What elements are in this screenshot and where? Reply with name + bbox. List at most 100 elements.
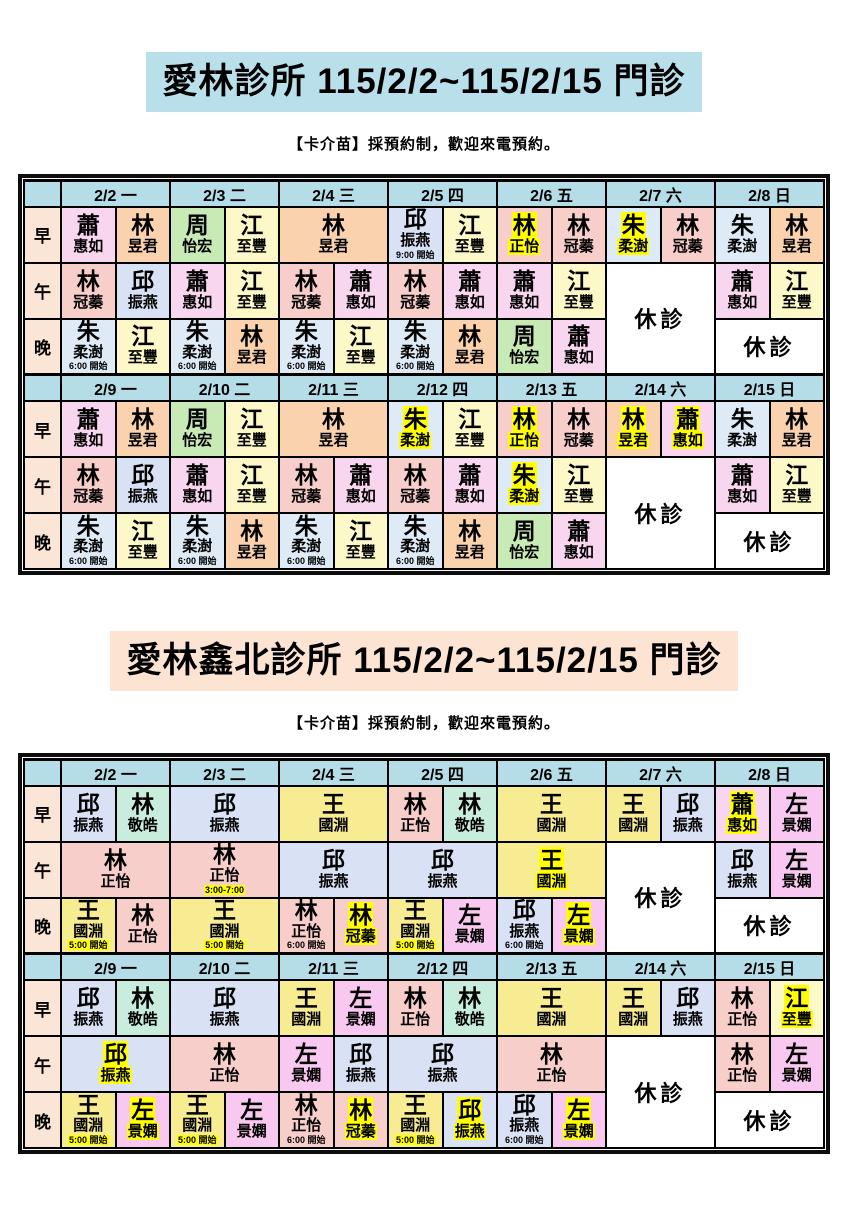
doctor-given-name: 敬皓 xyxy=(454,816,485,834)
time-slot-row: 晚王國淵 5:00 開始林正怡王國淵 5:00 開始林正怡 6:00 開始林冠蓁王國淵… xyxy=(23,896,825,955)
doctor-surname: 朱 xyxy=(730,406,754,433)
doctor-surname-line: 江 xyxy=(444,213,495,238)
time-note-line: 6:00 開始 xyxy=(499,1135,550,1146)
time-note-line: 6:00 開始 xyxy=(172,361,223,372)
doctor-surname: 邱 xyxy=(213,985,236,1012)
doctor-given-name-line: 柔澍 xyxy=(281,538,332,556)
doctor-given-name: 景嫻 xyxy=(781,872,812,890)
doctor-surname: 蕭 xyxy=(76,211,100,238)
doctor-given-name: 至豐 xyxy=(127,349,158,367)
doctor-cell: 林昱君 xyxy=(441,512,498,570)
doctor-cell: 江至豐 xyxy=(768,261,825,320)
doctor-surname: 蕭 xyxy=(567,518,591,545)
doctor-surname: 王 xyxy=(213,897,236,923)
doctor-surname-line: 江 xyxy=(226,463,277,488)
doctor-surname-line: 蕭 xyxy=(717,463,768,488)
doctor-given-name: 振燕 xyxy=(727,872,758,890)
doctor-surname-line: 林 xyxy=(662,213,713,238)
doctor-surname: 林 xyxy=(104,846,127,873)
doctor-surname-line: 林 xyxy=(281,407,386,432)
doctor-given-name: 惠如 xyxy=(182,488,213,506)
doctor-surname: 林 xyxy=(730,985,754,1012)
doctor-cell: 王國淵 xyxy=(605,979,662,1037)
doctor-given-name: 至豐 xyxy=(236,237,267,255)
doctor-given-name-line: 振燕 xyxy=(390,232,441,250)
doctor-surname: 蕭 xyxy=(349,267,373,294)
doctor-cell: 朱柔澍 xyxy=(387,400,444,458)
doctor-given-name-line: 景嫻 xyxy=(771,1067,822,1085)
doctor-surname-line: 林 xyxy=(281,463,332,488)
doctor-surname: 林 xyxy=(403,462,427,489)
doctor-cell: 周怡宏 xyxy=(496,317,553,376)
time-slot-row: 晚朱柔澍 6:00 開始江至豐朱柔澍 6:00 開始林昱君朱柔澍 6:00 開始江至豐… xyxy=(23,317,825,376)
doctor-surname-line: 左 xyxy=(444,903,495,928)
doctor-surname-line: 邱 xyxy=(390,1042,495,1067)
doctor-surname: 朱 xyxy=(185,318,209,344)
doctor-surname-line: 林 xyxy=(390,792,441,817)
doctor-cell: 江至豐 xyxy=(223,456,280,514)
doctor-given-name-line: 惠如 xyxy=(444,294,495,312)
doctor-given-name: 惠如 xyxy=(345,488,376,506)
doctor-surname: 林 xyxy=(567,406,591,433)
doctor-cell: 邱振燕 xyxy=(114,261,171,320)
doctor-surname-line: 左 xyxy=(281,1042,332,1067)
doctor-cell: 林正怡 xyxy=(496,1035,607,1093)
doctor-surname: 林 xyxy=(294,267,318,294)
doctor-given-name-line: 振燕 xyxy=(63,1011,114,1029)
doctor-cell: 邱振燕 xyxy=(60,979,117,1037)
doctor-given-name: 國淵 xyxy=(536,1011,567,1029)
doctor-given-name: 柔澍 xyxy=(617,237,650,255)
doctor-given-name: 景嫻 xyxy=(345,1011,376,1029)
doctor-given-name-line: 冠蓁 xyxy=(335,1123,386,1141)
doctor-surname-line: 江 xyxy=(226,406,277,433)
doctor-given-name-line: 國淵 xyxy=(499,1011,604,1029)
time-note: 6:00 開始 xyxy=(395,361,435,372)
doctor-cell: 林冠蓁 xyxy=(332,896,389,955)
doctor-cell: 邱振燕 6:00 開始 xyxy=(496,1091,553,1149)
day-header: 2/9 一 xyxy=(60,952,171,981)
doctor-surname: 江 xyxy=(240,406,264,433)
doctor-given-name: 昱君 xyxy=(781,237,812,255)
doctor-cell: 左景嫻 xyxy=(550,896,607,955)
doctor-given-name-line: 惠如 xyxy=(444,488,495,506)
doctor-surname: 邱 xyxy=(431,846,454,873)
doctor-surname: 左 xyxy=(566,1097,592,1124)
doctor-cell: 蕭惠如 xyxy=(332,261,389,320)
doctor-surname-line: 林 xyxy=(172,844,277,867)
doctor-given-name-line: 冠蓁 xyxy=(553,238,604,256)
doctor-cell: 蕭惠如 xyxy=(496,261,553,320)
time-slot-row: 早邱振燕林敬皓邱振燕王國淵左景嫻林正怡林敬皓王國淵王國淵邱振燕林正怡江至豐 xyxy=(23,979,825,1037)
doctor-surname-line: 周 xyxy=(499,519,550,544)
doctor-given-name-line: 柔澍 xyxy=(390,538,441,556)
doctor-given-name-line: 國淵 xyxy=(390,923,441,941)
closed-cell: 休診 xyxy=(605,456,716,570)
doctor-given-name-line: 惠如 xyxy=(63,432,114,450)
doctor-surname: 邱 xyxy=(403,206,427,233)
doctor-surname: 蕭 xyxy=(512,267,536,294)
doctor-given-name-line: 至豐 xyxy=(335,544,386,562)
doctor-given-name-line: 振燕 xyxy=(499,1117,550,1135)
doctor-cell: 林昱君 xyxy=(223,317,280,376)
doctor-given-name-line: 景嫻 xyxy=(335,1011,386,1029)
doctor-surname: 朱 xyxy=(76,318,100,344)
doctor-surname-line: 邱 xyxy=(63,792,114,817)
doctor-surname: 王 xyxy=(540,790,563,817)
doctor-given-name: 國淵 xyxy=(618,1011,649,1029)
doctor-given-name: 至豐 xyxy=(236,293,267,311)
time-slot-label: 早 xyxy=(23,784,62,843)
doctor-given-name: 景嫻 xyxy=(291,1067,322,1085)
day-header: 2/12 四 xyxy=(387,952,498,981)
doctor-given-name-line: 敬皓 xyxy=(444,1011,495,1029)
doctor-surname: 邱 xyxy=(730,846,754,873)
doctor-surname: 林 xyxy=(131,211,155,238)
doctor-surname: 林 xyxy=(403,267,427,294)
doctor-surname: 王 xyxy=(403,1092,427,1118)
doctor-cell: 林正怡 3:00-7:00 xyxy=(169,840,280,899)
time-slot-label: 午 xyxy=(23,840,62,899)
doctor-given-name: 柔澍 xyxy=(182,538,213,556)
doctor-surname: 蕭 xyxy=(675,406,701,433)
doctor-given-name-line: 冠蓁 xyxy=(63,294,114,312)
clinic-ailin-xinbei-title-row: 愛林鑫北診所 115/2/2~115/2/15 門診 xyxy=(0,631,848,691)
doctor-surname: 林 xyxy=(458,790,482,817)
time-slot-label: 午 xyxy=(23,1035,62,1093)
